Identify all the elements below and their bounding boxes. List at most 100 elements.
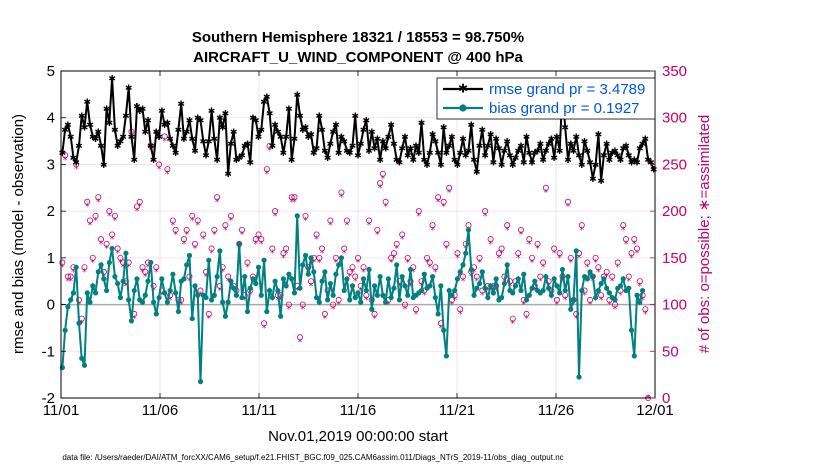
obs-assimilated-marker: * xyxy=(162,137,167,147)
rmse-point: ✱ xyxy=(327,139,335,149)
bias-point xyxy=(153,311,159,317)
obs-assimilated-marker: * xyxy=(480,291,485,301)
obs-assimilated-marker: * xyxy=(585,263,590,273)
obs-assimilated-marker: * xyxy=(171,221,176,231)
obs-assimilated-marker: * xyxy=(383,202,388,212)
bias-point xyxy=(604,285,610,291)
y-right-tick-label: 300 xyxy=(662,110,687,127)
rmse-point: ✱ xyxy=(252,115,260,125)
y-left-tick-label: 4 xyxy=(47,110,55,127)
rmse-point: ✱ xyxy=(644,155,652,165)
obs-assimilated-marker: * xyxy=(207,315,212,325)
bias-point xyxy=(380,292,386,298)
obs-possible-marker xyxy=(180,236,187,243)
obs-assimilated-marker: * xyxy=(414,310,419,320)
y-right-tick-label: 250 xyxy=(662,156,687,173)
obs-possible-marker xyxy=(374,226,381,233)
rmse-point: ✱ xyxy=(95,127,103,137)
obs-assimilated-marker: * xyxy=(405,259,410,269)
obs-possible-marker xyxy=(343,217,350,224)
y-right-tick-label: 150 xyxy=(662,250,687,267)
rmse-point: ✱ xyxy=(224,169,232,179)
rmse-point: ✱ xyxy=(139,104,147,114)
rmse-point: ✱ xyxy=(313,143,321,153)
bias-point xyxy=(482,285,488,291)
rmse-point: ✱ xyxy=(495,143,503,153)
obs-possible-marker xyxy=(62,152,69,159)
obs-possible-marker xyxy=(238,226,245,233)
bias-point xyxy=(65,304,71,310)
rmse-point: ✱ xyxy=(271,120,279,130)
bias-point xyxy=(142,292,148,298)
rmse-point: ✱ xyxy=(517,141,525,151)
bias-point xyxy=(612,297,618,303)
bias-point xyxy=(540,287,546,294)
obs-possible-marker xyxy=(258,236,265,243)
rmse-point: ✱ xyxy=(379,136,387,146)
obs-assimilated-marker: * xyxy=(287,305,292,315)
obs-assimilated-marker: * xyxy=(121,263,126,273)
obs-assimilated-marker: * xyxy=(433,268,438,278)
obs-assimilated-marker: * xyxy=(126,263,131,273)
obs-assimilated-marker: * xyxy=(146,263,151,273)
rmse-point: ✱ xyxy=(183,127,191,137)
rmse-point: ✱ xyxy=(501,146,509,156)
legend-box xyxy=(436,77,656,120)
obs-assimilated-marker: * xyxy=(345,221,350,231)
rmse-point: ✱ xyxy=(188,134,196,144)
bias-point xyxy=(570,297,577,303)
rmse-point: ✱ xyxy=(561,122,569,132)
bias-point xyxy=(554,283,560,289)
rmse-point: ✱ xyxy=(600,150,608,160)
bias-point xyxy=(435,311,441,317)
bias-point xyxy=(173,290,179,296)
obs-assimilated-marker: * xyxy=(436,198,441,208)
rmse-point: ✱ xyxy=(534,146,542,156)
bias-point xyxy=(595,287,601,294)
obs-assimilated-marker: * xyxy=(544,188,549,198)
bias-point xyxy=(222,313,228,319)
rmse-point: ✱ xyxy=(238,150,246,160)
obs-possible-marker xyxy=(338,189,345,196)
rmse-point: ✱ xyxy=(387,120,395,130)
obs-assimilated-marker: * xyxy=(613,305,618,315)
obs-possible-marker xyxy=(614,259,621,266)
obs-possible-marker xyxy=(440,198,447,205)
bias-point xyxy=(402,283,408,289)
obs-assimilated-marker: * xyxy=(245,263,250,273)
rmse-point: ✱ xyxy=(324,153,332,163)
obs-assimilated-marker: * xyxy=(240,231,245,241)
obs-possible-marker xyxy=(81,264,88,271)
obs-possible-marker xyxy=(390,250,397,257)
obs-assimilated-marker: * xyxy=(488,240,493,250)
rmse-point: ✱ xyxy=(526,148,534,158)
rmse-point: ✱ xyxy=(97,141,105,151)
rmse-point: ✱ xyxy=(83,97,91,107)
rmse-point: ✱ xyxy=(498,160,506,170)
rmse-point: ✱ xyxy=(285,104,293,114)
obs-assimilated-marker: * xyxy=(519,231,524,241)
obs-possible-marker xyxy=(283,245,290,252)
x-tick-label: 12/01 xyxy=(636,402,674,419)
y-right-axis-label: # of obs: o=possible; ∗=assimilated xyxy=(696,115,713,354)
obs-assimilated-marker: * xyxy=(604,273,609,283)
obs-assimilated-marker: * xyxy=(560,277,565,287)
rmse-point: ✱ xyxy=(316,111,324,121)
obs-possible-marker xyxy=(296,334,303,341)
rmse-point: ✱ xyxy=(550,153,558,163)
rmse-point: ✱ xyxy=(363,115,371,125)
obs-assimilated-marker: * xyxy=(394,245,399,255)
obs-assimilated-marker: * xyxy=(160,291,165,301)
bias-point xyxy=(156,294,162,301)
obs-assimilated-marker: * xyxy=(165,170,170,180)
bias-point xyxy=(499,294,505,301)
bias-point xyxy=(311,269,317,275)
obs-possible-marker xyxy=(106,208,113,215)
obs-assimilated-marker: * xyxy=(356,259,361,269)
rmse-point: ✱ xyxy=(365,146,373,156)
obs-assimilated-marker: * xyxy=(99,240,104,250)
obs-assimilated-marker: * xyxy=(596,268,601,278)
obs-possible-marker xyxy=(598,292,605,299)
obs-assimilated-marker: * xyxy=(499,249,504,259)
